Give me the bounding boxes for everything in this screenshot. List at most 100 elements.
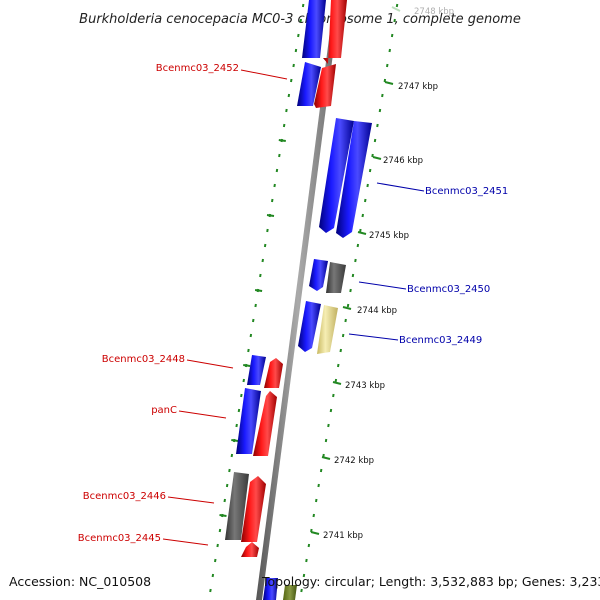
gene-label-bcenmc03-2451[interactable]: Bcenmc03_2451	[425, 186, 508, 197]
guide-major-tick	[266, 214, 275, 217]
guide-tick	[378, 108, 382, 113]
gene-label-bcenmc03-2450[interactable]: Bcenmc03_2450	[407, 284, 490, 295]
gene-forward[interactable]	[302, 0, 326, 58]
guide-tick	[366, 183, 369, 188]
guide-tick	[242, 378, 245, 383]
gene-reverse-bcenmc03-2445[interactable]	[241, 542, 259, 557]
guide-tick	[376, 123, 379, 128]
gene-label-bcenmc03-2452[interactable]: Bcenmc03_2452	[156, 63, 239, 74]
guide-tick	[301, 3, 305, 8]
guide-tick	[368, 168, 372, 173]
gene-forward-bcenmc03-2451-b[interactable]	[336, 121, 372, 238]
guide-tick	[275, 168, 279, 173]
gene-reverse-panc[interactable]	[253, 391, 277, 456]
guide-tick	[211, 573, 215, 578]
gene-reverse-bcenmc03-2448[interactable]	[264, 358, 283, 388]
gene-highlight[interactable]	[317, 305, 338, 354]
guide-tick	[209, 588, 212, 593]
guide-tick	[329, 408, 333, 413]
leader-line	[167, 496, 215, 504]
gene-forward-panc[interactable]	[236, 388, 261, 454]
guide-tick	[287, 93, 291, 98]
gene-other[interactable]	[283, 585, 297, 600]
guide-tick	[388, 48, 391, 53]
guide-tick	[300, 588, 303, 593]
kbp-tick	[342, 306, 352, 310]
guide-tick	[235, 423, 238, 428]
gene-forward-bcenmc03-2451-a[interactable]	[319, 118, 354, 233]
guide-tick	[290, 78, 293, 83]
guide-tick	[312, 513, 315, 518]
tick-guides	[209, 3, 399, 593]
kbp-tick	[391, 6, 401, 12]
gene-label-panc[interactable]: panC	[151, 405, 177, 416]
leader-line	[178, 410, 227, 419]
guide-tick	[237, 408, 241, 413]
kbp-label: 2745 kbp	[369, 231, 409, 241]
guide-tick	[225, 483, 229, 488]
guide-major-tick	[254, 289, 263, 292]
chromosome-backbone	[256, 0, 340, 600]
guide-tick	[252, 318, 255, 323]
kbp-tick	[357, 231, 367, 235]
gene-other-bcenmc03-2446[interactable]	[225, 472, 249, 540]
guide-tick	[273, 183, 276, 188]
guide-tick	[249, 333, 253, 338]
kbp-label: 2743 kbp	[345, 381, 385, 391]
guide-tick	[261, 258, 264, 263]
guide-tick	[361, 213, 364, 218]
guide-tick	[344, 318, 347, 323]
guide-tick	[305, 558, 308, 563]
guide-tick	[302, 573, 306, 578]
left-gene-labels: Bcenmc03_2452 Bcenmc03_2448 panC Bcenmc0…	[78, 63, 288, 546]
gene-label-bcenmc03-2445[interactable]: Bcenmc03_2445	[78, 533, 161, 544]
gene-other[interactable]	[326, 262, 346, 293]
gene-label-bcenmc03-2449[interactable]: Bcenmc03_2449	[399, 335, 482, 346]
guide-tick	[395, 3, 399, 8]
gene-reverse-bcenmc03-2446[interactable]	[241, 476, 266, 542]
guide-tick	[315, 498, 318, 503]
guide-tick	[271, 198, 274, 203]
guide-tick	[285, 108, 288, 113]
gene-label-bcenmc03-2446[interactable]: Bcenmc03_2446	[83, 491, 166, 502]
guide-major-tick	[278, 139, 286, 142]
gene-forward-bcenmc03-2448[interactable]	[247, 355, 266, 385]
guide-tick	[317, 483, 320, 488]
kbp-label: 2746 kbp	[383, 156, 423, 166]
guide-tick	[299, 18, 302, 23]
right-gene-labels: Bcenmc03_2451 Bcenmc03_2450 Bcenmc03_244…	[348, 182, 508, 346]
accession-text: Accession: NC_010508	[9, 574, 151, 589]
guide-tick	[359, 228, 362, 233]
leader-line	[376, 182, 425, 192]
guide-tick	[324, 438, 328, 443]
guide-major-tick	[219, 514, 227, 517]
gene-forward-bcenmc03-2449[interactable]	[298, 301, 321, 352]
guide-tick	[373, 138, 377, 143]
guide-tick	[381, 93, 384, 98]
guide-tick	[383, 78, 387, 83]
guide-tick	[247, 348, 250, 353]
kbp-label: 2747 kbp	[398, 82, 438, 92]
leader-line	[358, 281, 407, 290]
guide-tick	[390, 33, 394, 38]
guide-tick	[240, 393, 243, 398]
gene-reverse-bcenmc03-2452[interactable]	[314, 64, 336, 108]
guide-tick	[349, 288, 352, 293]
guide-tick	[339, 348, 342, 353]
gene-label-bcenmc03-2448[interactable]: Bcenmc03_2448	[102, 354, 185, 365]
guide-tick	[230, 453, 234, 458]
guide-tick	[228, 468, 231, 473]
gene-forward-bcenmc03-2452[interactable]	[297, 62, 321, 106]
guide-major-tick	[231, 439, 239, 442]
guide-tick	[351, 273, 355, 278]
kbp-tick	[372, 156, 382, 160]
gene-reverse[interactable]	[323, 0, 347, 64]
kbp-tick	[321, 456, 331, 460]
gene-forward[interactable]	[263, 578, 278, 600]
kbp-label: 2741 kbp	[323, 531, 363, 541]
leader-line	[348, 333, 399, 341]
guide-tick	[364, 198, 367, 203]
gene-forward-bcenmc03-2450[interactable]	[309, 259, 328, 291]
guide-major-tick	[243, 364, 251, 367]
